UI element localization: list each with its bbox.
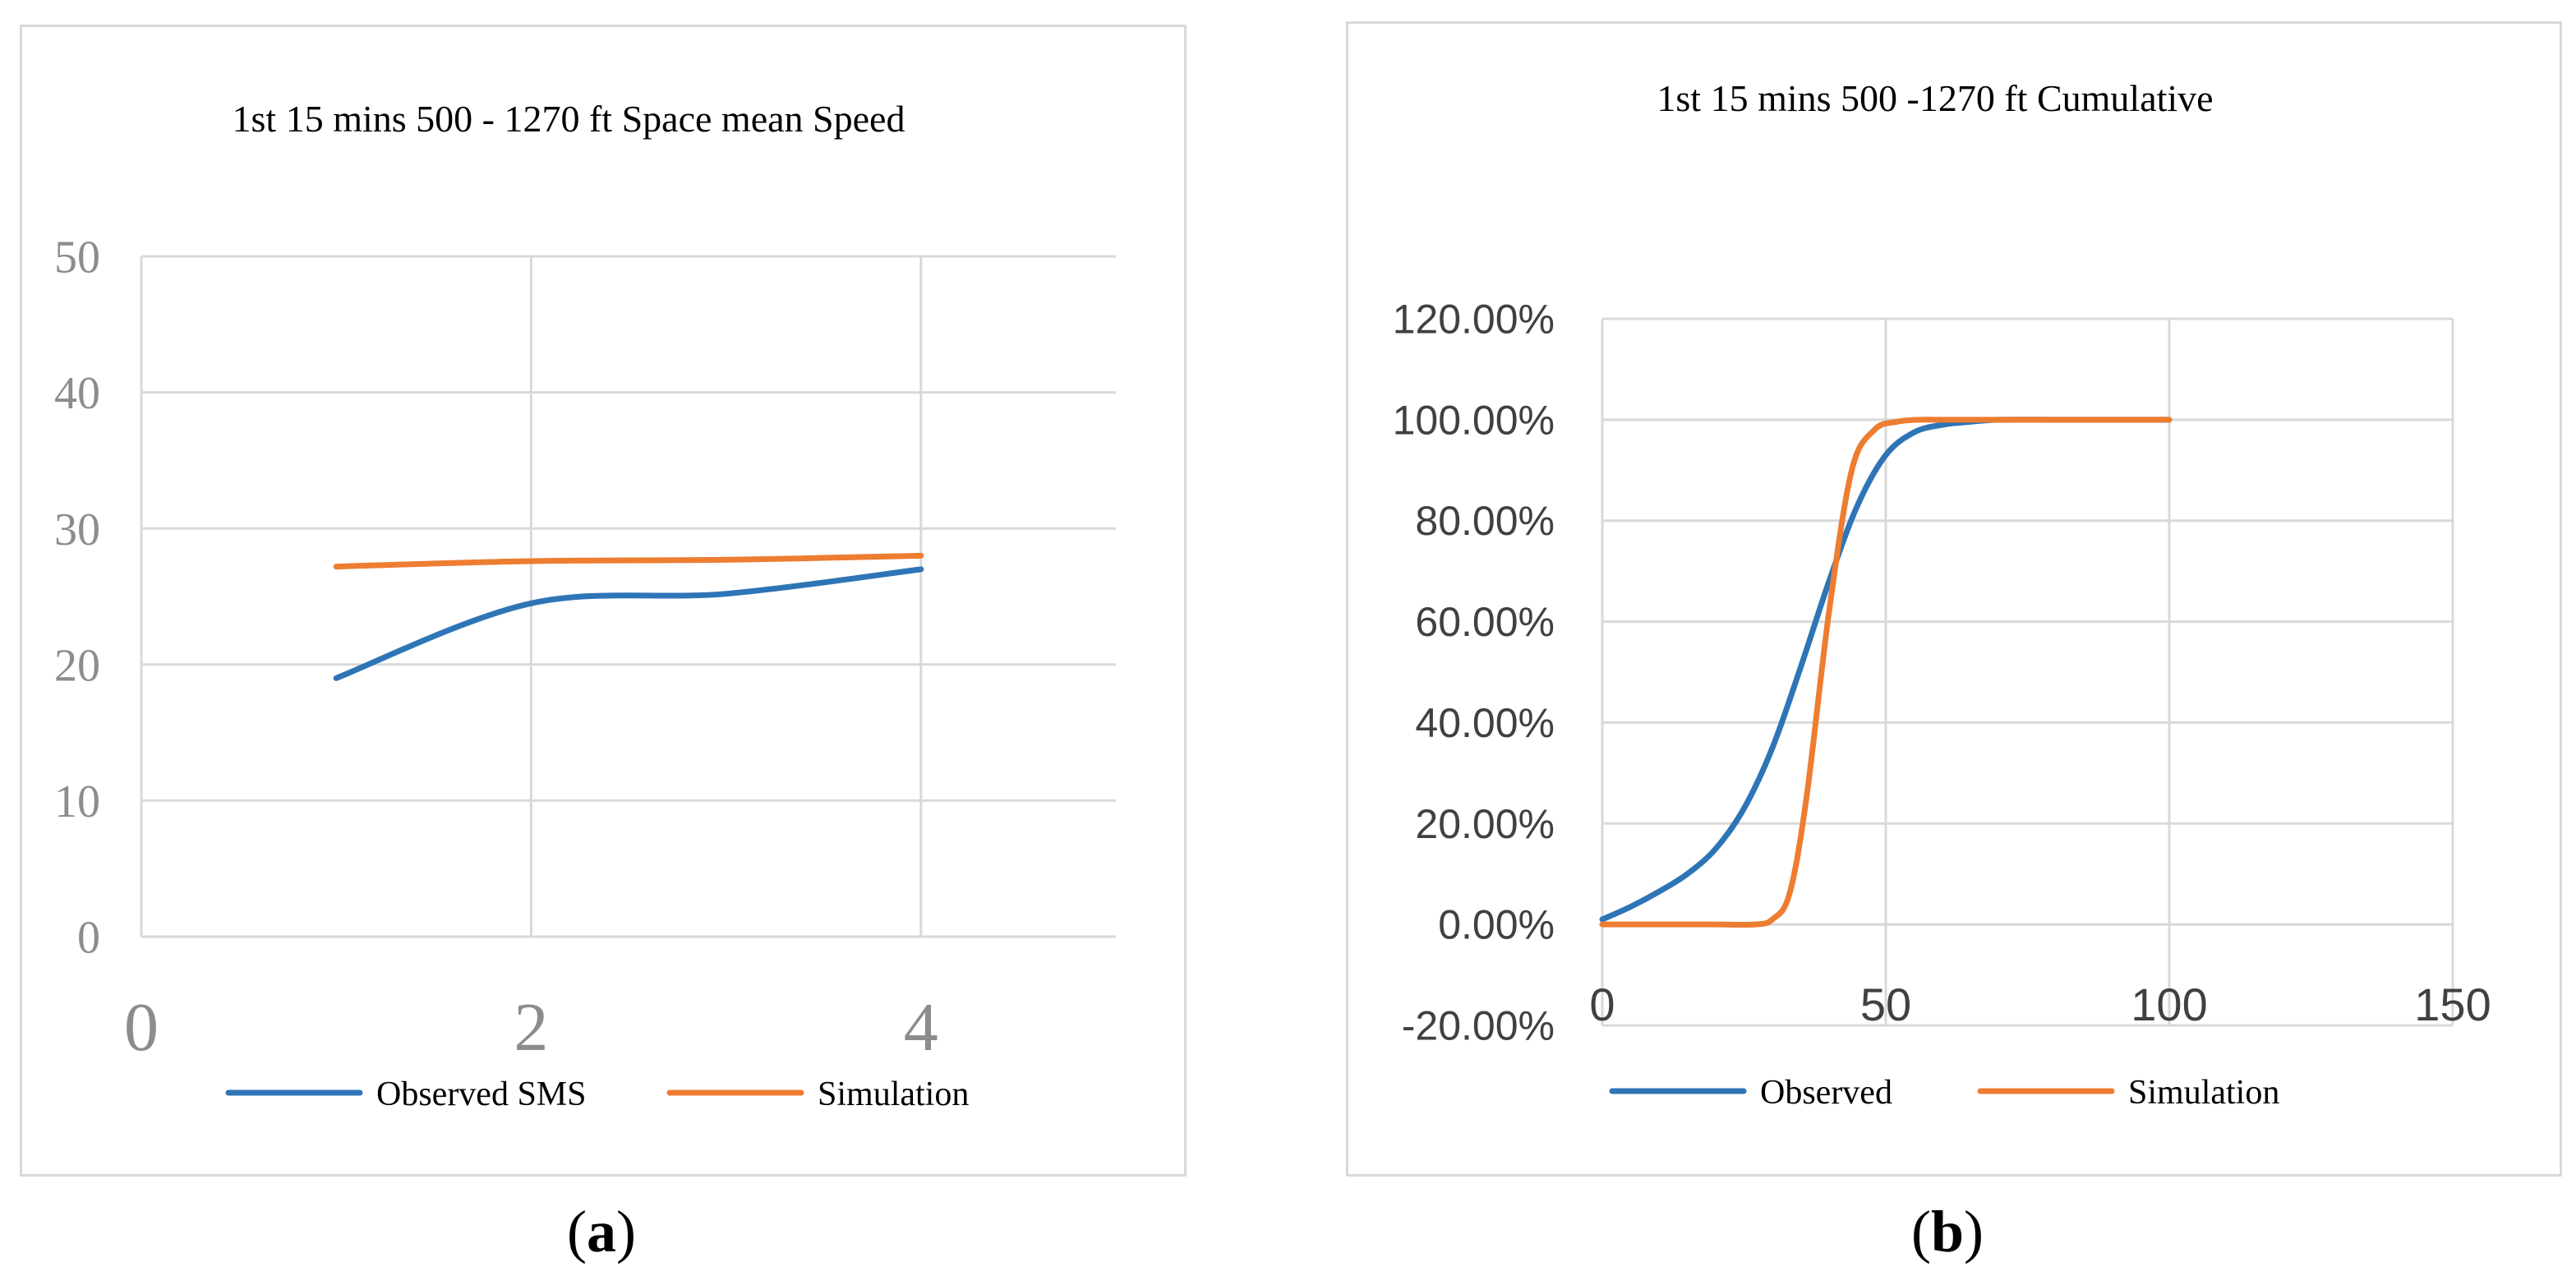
x-tick-label: 50: [1860, 979, 1911, 1030]
caption-b-label: b: [1930, 1199, 1965, 1264]
legend-label: Simulation: [818, 1075, 969, 1113]
chart-a-tick-labels: 0 10 20 30 40 50 0 2 4: [54, 233, 938, 1066]
legend-label: Observed: [1760, 1074, 1892, 1112]
legend-label: Simulation: [2128, 1074, 2279, 1112]
chart-b: 1st 15 mins 500 -1270 ft Cumulative -20.…: [1393, 77, 2491, 1112]
chart-a-series: [333, 552, 924, 681]
chart-b-legend: Observed Simulation: [1609, 1074, 2279, 1112]
y-tick-label: 0: [77, 913, 100, 964]
y-tick-label: 20: [54, 640, 100, 691]
x-tick-label: 4: [904, 989, 938, 1066]
chart-a-title: 1st 15 mins 500 - 1270 ft Space mean Spe…: [233, 98, 906, 140]
x-tick-label: 0: [1589, 979, 1615, 1030]
legend-label: Observed SMS: [376, 1075, 587, 1113]
chart-b-gridlines: [1601, 317, 2454, 1027]
chart-a-gridlines: [140, 255, 1116, 938]
y-tick-label: 40.00%: [1415, 700, 1555, 746]
y-tick-label: 100.00%: [1393, 397, 1555, 443]
y-tick-label: 0.00%: [1438, 902, 1555, 948]
chart-b-tick-labels: -20.00% 0.00% 20.00% 40.00% 60.00% 80.00% 100.…: [1393, 297, 2491, 1049]
y-tick-label: 30: [54, 504, 100, 555]
caption-b: (b): [1911, 1199, 1984, 1264]
series-line-simulation: [1599, 417, 2173, 928]
y-tick-label: -20.00%: [1402, 1003, 1555, 1049]
y-tick-label: 10: [54, 776, 100, 827]
series-line-observed-sms: [333, 566, 924, 681]
chart-panel-b: [1346, 21, 2562, 1177]
chart-b-series: [1599, 417, 2173, 928]
caption-a: (a): [567, 1199, 636, 1264]
series-line-simulation: [333, 552, 924, 570]
x-tick-label: 0: [124, 989, 159, 1066]
y-tick-label: 50: [54, 233, 100, 283]
x-tick-label: 100: [2131, 979, 2207, 1030]
chart-a-legend: Observed SMS Simulation: [225, 1075, 969, 1113]
x-tick-label: 150: [2414, 979, 2491, 1030]
chart-panel-a: [20, 25, 1187, 1177]
chart-b-title: 1st 15 mins 500 -1270 ft Cumulative: [1657, 77, 2213, 119]
y-tick-label: 80.00%: [1415, 498, 1555, 544]
caption-a-label: a: [586, 1199, 616, 1264]
y-tick-label: 40: [54, 368, 100, 419]
y-tick-label: 60.00%: [1415, 599, 1555, 645]
x-tick-label: 2: [514, 989, 548, 1066]
chart-a: 1st 15 mins 500 - 1270 ft Space mean Spe…: [54, 98, 1116, 1113]
y-tick-label: 20.00%: [1415, 801, 1555, 847]
y-tick-label: 120.00%: [1393, 297, 1555, 343]
